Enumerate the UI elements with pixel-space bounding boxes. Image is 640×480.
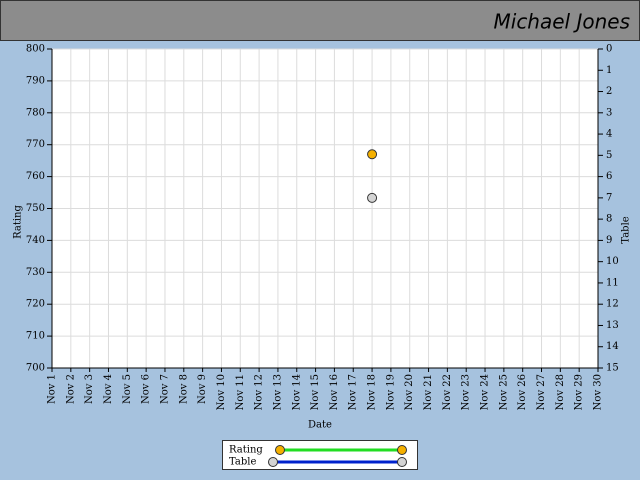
x-tick-label: Nov 7 — [159, 374, 170, 404]
y2-tick-label: 14 — [606, 341, 619, 352]
x-tick-label: Nov 26 — [517, 374, 528, 410]
legend-marker — [268, 457, 278, 467]
y-tick-label: 770 — [26, 139, 45, 150]
y-tick-label: 700 — [26, 363, 45, 374]
y-tick-label: 800 — [26, 44, 45, 55]
x-tick-label: Nov 16 — [329, 374, 340, 410]
y2-tick-label: 15 — [606, 363, 619, 374]
x-tick-label: Nov 27 — [536, 374, 547, 410]
x-tick-label: Nov 2 — [65, 374, 76, 404]
x-tick-label: Nov 11 — [235, 374, 246, 410]
y-tick-label: 780 — [26, 107, 45, 118]
y2-tick-label: 1 — [606, 65, 612, 76]
x-tick-label: Nov 6 — [141, 374, 152, 404]
x-tick-label: Nov 21 — [423, 374, 434, 410]
y2-tick-label: 12 — [606, 299, 619, 310]
y2-tick-label: 5 — [606, 150, 612, 161]
x-tick-label: Nov 18 — [367, 374, 378, 410]
x-tick-label: Nov 13 — [272, 374, 283, 410]
legend — [222, 440, 418, 470]
data-point — [367, 192, 378, 203]
x-tick-label: Nov 30 — [593, 374, 604, 410]
x-tick-label: Nov 15 — [310, 374, 321, 410]
y2-tick-label: 10 — [606, 256, 619, 267]
x-tick-label: Nov 20 — [404, 374, 415, 410]
y-tick-label: 760 — [26, 171, 45, 182]
x-tick-label: Nov 4 — [103, 374, 114, 404]
x-tick-label: Nov 14 — [291, 374, 302, 410]
y2-tick-label: 8 — [606, 214, 612, 225]
y2-tick-label: 6 — [606, 171, 612, 182]
legend-label: Rating — [229, 445, 263, 456]
y2-tick-label: 11 — [606, 277, 619, 288]
x-tick-label: Nov 22 — [442, 374, 453, 410]
legend-label: Table — [229, 457, 256, 468]
y-tick-label: 790 — [26, 75, 45, 86]
header-bar — [0, 0, 640, 41]
y-tick-label: 720 — [26, 299, 45, 310]
y2-tick-label: 13 — [606, 320, 619, 331]
y-tick-label: 740 — [26, 235, 45, 246]
x-tick-label: Nov 19 — [385, 374, 396, 410]
x-tick-label: Nov 9 — [197, 374, 208, 404]
y2-tick-label: 9 — [606, 235, 612, 246]
x-tick-label: Nov 29 — [574, 374, 585, 410]
x-tick-label: Nov 23 — [461, 374, 472, 410]
y-tick-label: 750 — [26, 203, 45, 214]
y2-tick-label: 3 — [606, 107, 612, 118]
user-name: Michael Jones — [494, 10, 631, 34]
x-tick-label: Nov 28 — [555, 374, 566, 410]
y-tick-label: 710 — [26, 331, 45, 342]
x-axis-label: Date — [308, 420, 332, 431]
y2-tick-label: 2 — [606, 86, 612, 97]
y2-tick-label: 4 — [606, 129, 612, 140]
legend-marker — [275, 445, 285, 455]
x-tick-label: Nov 17 — [348, 374, 359, 410]
x-tick-label: Nov 10 — [216, 374, 227, 410]
x-tick-label: Nov 25 — [498, 374, 509, 410]
x-tick-label: Nov 1 — [47, 374, 58, 404]
y2-tick-label: 7 — [606, 192, 612, 203]
x-tick-label: Nov 5 — [122, 374, 133, 404]
y-tick-label: 730 — [26, 267, 45, 278]
x-tick-label: Nov 12 — [254, 374, 265, 410]
legend-marker — [397, 445, 407, 455]
y-axis-label: Rating — [13, 205, 24, 239]
x-tick-label: Nov 24 — [480, 374, 491, 410]
x-tick-label: Nov 8 — [178, 374, 189, 404]
legend-marker — [397, 457, 407, 467]
y2-axis-label: Table — [621, 216, 632, 243]
y2-tick-label: 0 — [606, 44, 612, 55]
data-point — [367, 149, 378, 160]
x-tick-label: Nov 3 — [84, 374, 95, 404]
